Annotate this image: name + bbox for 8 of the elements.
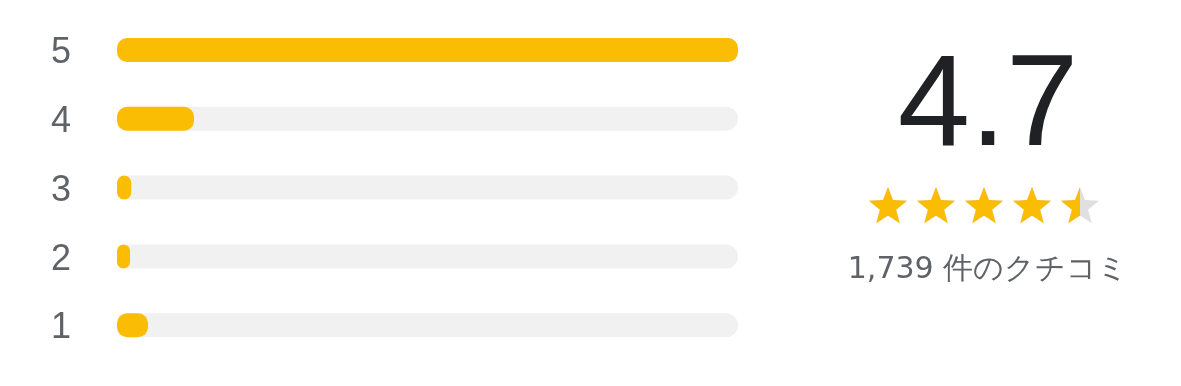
y-tick-label: 3: [50, 167, 72, 209]
bar: [117, 106, 194, 131]
y-tick-label: 5: [50, 30, 72, 72]
y-tick-label: 1: [50, 305, 72, 347]
text: 1,739 件のクチコミ: [846, 249, 1130, 287]
y-tick-label: 2: [50, 236, 72, 278]
y-tick-label: 4: [50, 98, 72, 140]
text: 4.7: [896, 27, 1080, 173]
